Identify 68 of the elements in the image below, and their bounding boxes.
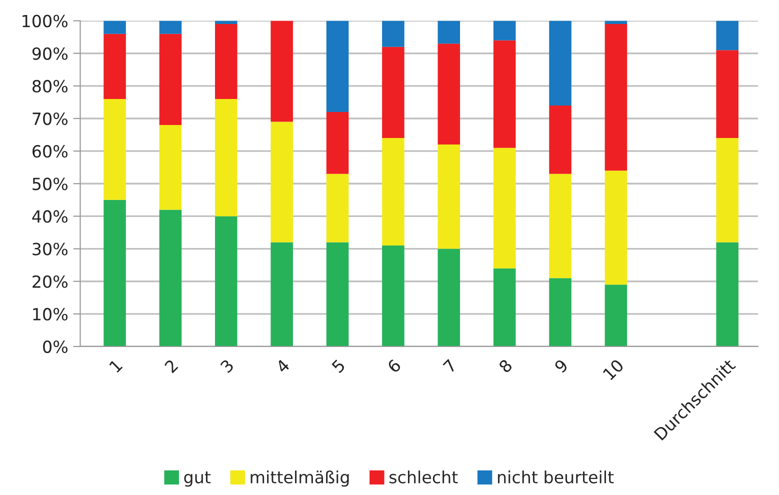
bar [382, 46, 404, 138]
bar [716, 20, 738, 50]
bar [382, 138, 404, 246]
bar [716, 138, 738, 242]
bar [104, 200, 126, 346]
bar [215, 216, 238, 346]
bar [438, 20, 460, 44]
bar [326, 20, 349, 112]
bar [104, 34, 126, 99]
x-tick-label: 1 [108, 359, 123, 373]
x-tick-label: 7 [442, 358, 457, 374]
y-tick-label: 80% [32, 80, 68, 92]
bar [215, 98, 238, 216]
legend-label: schlecht [389, 470, 458, 484]
y-tick-label: 30% [32, 242, 68, 256]
x-tick-label: 10 [602, 358, 624, 380]
bar [438, 44, 460, 145]
bar [159, 210, 182, 346]
bar [549, 20, 572, 106]
x-tick-label: 2 [164, 359, 178, 374]
bar [493, 148, 516, 268]
legend-label: nicht beurteilt [498, 470, 614, 484]
bar [382, 246, 404, 346]
bar [326, 174, 349, 242]
bar [604, 20, 628, 24]
y-tick-label: 40% [32, 210, 68, 223]
bar [159, 34, 182, 126]
y-tick-label: 50% [32, 178, 68, 190]
bar [104, 20, 126, 34]
bar [215, 24, 238, 99]
bar [604, 24, 628, 171]
bar [159, 125, 182, 210]
bar [382, 20, 404, 47]
bar [549, 105, 572, 174]
y-tick-label: 60% [32, 145, 68, 158]
x-tick-label: 8 [498, 358, 513, 374]
x-tick-label: 9 [554, 358, 569, 374]
y-tick-label: 70% [32, 112, 68, 126]
y-tick-label: 20% [32, 275, 68, 288]
bar [604, 284, 628, 346]
bar [493, 20, 516, 40]
bar [270, 20, 293, 122]
bar [604, 170, 628, 285]
y-tick-label: 10% [33, 308, 68, 320]
bar [438, 144, 460, 249]
x-tick-label: 5 [331, 359, 346, 374]
bar [215, 20, 238, 24]
bar [270, 242, 293, 346]
y-tick-label: 0% [43, 340, 68, 354]
bar [326, 242, 349, 346]
bar [493, 268, 516, 346]
bar [716, 50, 738, 138]
x-tick-label: 4 [275, 358, 290, 374]
bar [104, 98, 126, 200]
legend-label: mittelmäßig [250, 470, 349, 487]
bar [326, 112, 349, 174]
bar [270, 122, 293, 242]
bar [716, 242, 738, 346]
bar [549, 278, 572, 346]
bar [493, 40, 516, 148]
bar [159, 20, 182, 34]
x-tick-label: 6 [386, 358, 402, 374]
legend-label: gut [184, 471, 211, 487]
bar [438, 248, 460, 346]
bar [549, 174, 572, 278]
y-tick-label: 90% [32, 47, 68, 60]
y-tick-label: 100% [22, 14, 68, 28]
x-tick-label: 3 [220, 358, 234, 374]
